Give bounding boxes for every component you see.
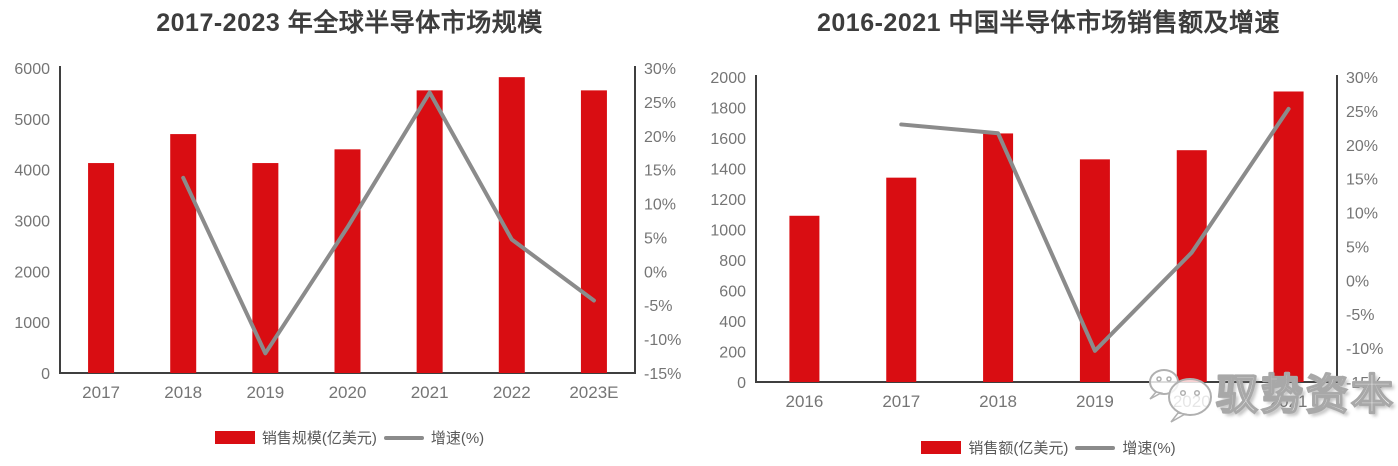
- left-axis-tick-label: 400: [719, 314, 746, 331]
- bar-2017: [88, 163, 115, 373]
- legend-bar-swatch: [921, 441, 962, 454]
- bar-2020: [1176, 150, 1207, 382]
- right-axis-tick-label: 0%: [1346, 273, 1369, 290]
- chart-title: 2017-2023 年全球半导体市场规模: [156, 9, 543, 37]
- right-axis-tick-label: -15%: [644, 366, 681, 383]
- left-axis-tick-label: 1200: [710, 192, 746, 209]
- left-axis-tick-label: 0: [737, 375, 746, 392]
- x-axis-tick-label: 2017: [882, 392, 920, 411]
- x-axis-tick-label: 2017: [82, 383, 120, 402]
- legend-line-label: 增速(%): [430, 430, 485, 447]
- legend-line-swatch: [1075, 445, 1116, 450]
- right-axis-tick-label: 5%: [644, 230, 667, 247]
- right-axis-tick-label: -10%: [1346, 341, 1383, 358]
- left-axis-tick-label: 3000: [14, 214, 50, 231]
- chart-legend: 销售规模(亿美元) 增速(%): [0, 427, 699, 448]
- x-axis-tick-label: 2020: [329, 383, 367, 402]
- right-axis-tick-label: 30%: [644, 61, 676, 78]
- chart-title: 2016-2021 中国半导体市场销售额及增速: [816, 9, 1280, 37]
- chart-china-semiconductor-sales: 2016-2021 中国半导体市场销售额及增速 2000 1800 1600 1400…: [699, 0, 1398, 466]
- left-axis-tick-label: 1800: [710, 101, 746, 118]
- x-axis-tick-label: 2022: [493, 383, 531, 402]
- bar-2021: [1273, 91, 1304, 383]
- x-axis-tick-label: 2021: [411, 383, 449, 402]
- bar-2021: [416, 90, 443, 373]
- left-axis-tick-label: 200: [719, 345, 746, 362]
- right-axis-tick-label: 15%: [644, 163, 676, 180]
- x-axis-tick-label: 2020: [1173, 392, 1211, 411]
- left-axis-tick-label: 1000: [710, 223, 746, 240]
- right-axis-tick-label: 30%: [1346, 70, 1378, 87]
- x-axis-tick-label: 2019: [1076, 392, 1114, 411]
- right-axis-tick-label: 0%: [644, 264, 667, 281]
- x-axis-tick-label: 2018: [979, 392, 1017, 411]
- left-axis-tick-label: 5000: [14, 112, 50, 129]
- right-axis-tick-label: 25%: [644, 95, 676, 112]
- bar-2018: [170, 134, 197, 373]
- x-axis-tick-label: 2023E: [569, 383, 618, 402]
- right-axis-tick-label: 25%: [1346, 104, 1378, 121]
- left-axis-tick-label: 6000: [14, 61, 50, 78]
- bar-2018: [983, 133, 1014, 382]
- right-axis-tick-label: -10%: [644, 332, 681, 349]
- bar-2017: [886, 177, 917, 382]
- right-axis-tick-label: 20%: [1346, 138, 1378, 155]
- chart-global-semiconductor-market: 2017-2023 年全球半导体市场规模 6000 5000 4000 3000 200…: [0, 9, 699, 448]
- right-axis-tick-label: 20%: [644, 129, 676, 146]
- bar-2020: [334, 149, 361, 373]
- right-axis-tick-label: -15%: [1346, 375, 1383, 392]
- left-axis-tick-label: 2000: [14, 264, 50, 281]
- right-axis-tick-label: 10%: [1346, 206, 1378, 223]
- right-axis-tick-label: -5%: [644, 298, 672, 315]
- growth-rate-line: [899, 106, 1291, 353]
- legend-line-swatch: [383, 435, 424, 440]
- chart-plot-area: 200018001600140012001000800600400200030%…: [710, 70, 1383, 411]
- right-axis-tick-label: 10%: [644, 197, 676, 214]
- right-axis-tick-label: 15%: [1346, 172, 1378, 189]
- chart-legend: 销售额(亿美元) 增速(%): [699, 437, 1398, 458]
- bar-2016: [789, 215, 820, 382]
- x-axis-tick-label: 2016: [786, 392, 824, 411]
- x-axis-tick-label: 2019: [246, 383, 284, 402]
- growth-rate-line: [181, 90, 596, 356]
- x-axis-tick-label: 2021: [1270, 392, 1308, 411]
- bar-2023E: [580, 90, 607, 373]
- right-axis-tick-label: -5%: [1346, 307, 1374, 324]
- left-axis-tick-label: 4000: [14, 163, 50, 180]
- left-axis-tick-label: 1400: [710, 162, 746, 179]
- left-axis-tick-label: 800: [719, 253, 746, 270]
- legend-bar-label: 销售规模(亿美元): [261, 430, 377, 447]
- left-axis-tick-label: 2000: [710, 70, 746, 87]
- left-axis-tick-label: 1000: [14, 315, 50, 332]
- x-axis-tick-label: 2018: [164, 383, 202, 402]
- right-axis-tick-label: 5%: [1346, 239, 1369, 256]
- left-axis-tick-label: 600: [719, 284, 746, 301]
- legend-line-label: 增速(%): [1122, 440, 1176, 457]
- bar-2019: [1079, 159, 1110, 382]
- left-axis-tick-label: 1600: [710, 131, 746, 148]
- chart-plot-area: 6000 5000 4000 3000 2000 1000 0 30% 25% 20% 15% 10%…: [14, 61, 681, 402]
- left-axis-tick-label: 0: [41, 366, 50, 383]
- legend-bar-swatch: [214, 431, 255, 444]
- legend-bar-label: 销售额(亿美元): [968, 440, 1069, 457]
